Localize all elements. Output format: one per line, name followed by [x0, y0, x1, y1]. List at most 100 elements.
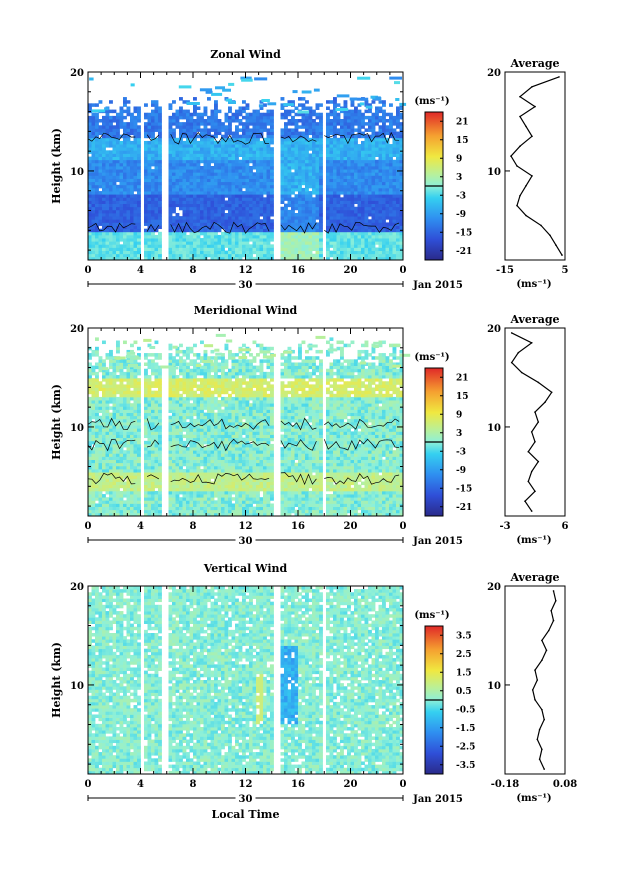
axes: 0 4 8 12 16 20 0 10 20 Height (km) [50, 324, 407, 532]
profile-point [519, 145, 521, 147]
colorbar-tick-label: 9 [456, 154, 462, 164]
profile-point [552, 619, 555, 622]
x-tick-label: 12 [239, 779, 253, 790]
profile-y-tick: 10 [487, 167, 501, 178]
panel-title: Vertical Wind [203, 562, 288, 575]
x-tick-label: 0 [85, 521, 92, 532]
profile-point [520, 371, 523, 374]
profile-point [516, 204, 518, 207]
x-tick-label: 12 [239, 265, 253, 276]
colorbar-tick-label: -9 [456, 466, 466, 476]
profile-point [555, 600, 557, 602]
profile-point [525, 125, 527, 128]
profile-point [531, 86, 533, 88]
heatmap-field [88, 76, 407, 261]
profile-y-tick: 20 [487, 68, 501, 79]
heatmap-field [88, 586, 404, 775]
profile-point [541, 748, 543, 751]
profile-point [538, 728, 541, 731]
profile-title: Average [509, 571, 559, 584]
profile-point [531, 175, 533, 177]
contour-lines [87, 131, 400, 234]
profile-point [527, 480, 530, 483]
axes: 0 4 8 12 16 20 0 10 20 Height (km) [50, 68, 407, 276]
x-tick-label: 0 [400, 521, 407, 532]
colorbar-tick-label: 3 [456, 429, 462, 439]
date-suffix: Jan 2015 [412, 536, 463, 547]
average-profile: Average 20 10 -0.18 0.08(ms⁻¹) [487, 571, 577, 804]
colorbar-tick-label: -2.5 [456, 742, 475, 752]
profile-frame [504, 71, 566, 261]
profile-point [538, 758, 541, 760]
colorbar-tick-label: -3 [456, 447, 466, 457]
profile-point [549, 234, 551, 237]
profile-x-tick: -3 [499, 521, 510, 532]
x-tick-label: 4 [137, 265, 144, 276]
profile-point [531, 689, 534, 691]
colorbar-tick-label: 2.5 [456, 650, 472, 660]
date-label: 30 [239, 280, 253, 291]
colorbar-tick-label: -15 [456, 484, 472, 494]
profile-x-tick: -15 [496, 265, 514, 276]
profile-point [517, 351, 520, 354]
profile-point [541, 708, 543, 711]
colorbar-tick-label: -1.5 [456, 724, 475, 734]
profile-point [534, 669, 536, 671]
x-tick-label: 8 [190, 265, 197, 276]
profile-point [510, 361, 513, 364]
colorbar-tick-label: 9 [456, 410, 462, 420]
x-tick-label: 8 [190, 779, 197, 790]
x-tick-label: 16 [291, 521, 305, 532]
profile-point [536, 679, 539, 681]
profile-x-tick: -0.18 [491, 779, 520, 790]
profile-x-tick: 0.08 [553, 779, 577, 790]
profile-x-tick: 6 [562, 521, 569, 532]
profile-point [541, 639, 543, 642]
colorbar: (ms⁻¹) 21 15 9 3 -3 -9 -15 -21 [414, 352, 472, 517]
x-tick-label: 0 [400, 265, 407, 276]
x-tick-label: 4 [137, 521, 144, 532]
profile-point [534, 699, 536, 701]
x-tick-label: 0 [400, 779, 407, 790]
profile-point [530, 342, 533, 344]
x-tick-label: 8 [190, 521, 197, 532]
profile-point [555, 244, 557, 246]
profile-line [532, 590, 557, 770]
profile-point [510, 155, 512, 157]
y-axis-label: Height (km) [50, 384, 63, 460]
profile-point [541, 659, 543, 661]
profile-point [524, 500, 526, 503]
profile-point [519, 115, 521, 118]
profile-point [558, 76, 560, 78]
y-tick-label: 10 [70, 423, 84, 434]
profile-title: Average [509, 313, 559, 326]
colorbar-tick-label: -0.5 [456, 705, 475, 715]
profile-title: Average [509, 57, 559, 70]
colorbar-tick-label: 21 [456, 373, 469, 383]
profile-point [561, 254, 563, 256]
y-tick-label: 10 [70, 681, 84, 692]
colorbar-tick-label: -3 [456, 191, 466, 201]
colorbar-unit: (ms⁻¹) [414, 96, 449, 107]
x-tick-label: 4 [137, 779, 144, 790]
colorbar-tick-label: 0.5 [456, 687, 472, 697]
profile-point [534, 441, 536, 443]
y-tick-label: 10 [70, 167, 84, 178]
date-suffix: Jan 2015 [412, 794, 463, 805]
profile-point [530, 470, 533, 473]
x-tick-label: 0 [85, 779, 92, 790]
profile-line [510, 332, 553, 512]
profile-point [550, 609, 552, 612]
x-tick-label: 20 [344, 779, 358, 790]
date-suffix: Jan 2015 [412, 280, 463, 291]
profile-point [537, 421, 540, 423]
y-axis-label: Height (km) [50, 128, 63, 204]
profile-point [552, 590, 555, 592]
profile-y-tick: 20 [487, 324, 501, 335]
profile-point [540, 224, 542, 227]
profile-x-label: (ms⁻¹) [516, 535, 551, 546]
profile-point [527, 450, 530, 453]
axes: 0 4 8 12 16 20 0 10 20 Height (km) [50, 582, 407, 790]
profile-point [530, 510, 533, 512]
